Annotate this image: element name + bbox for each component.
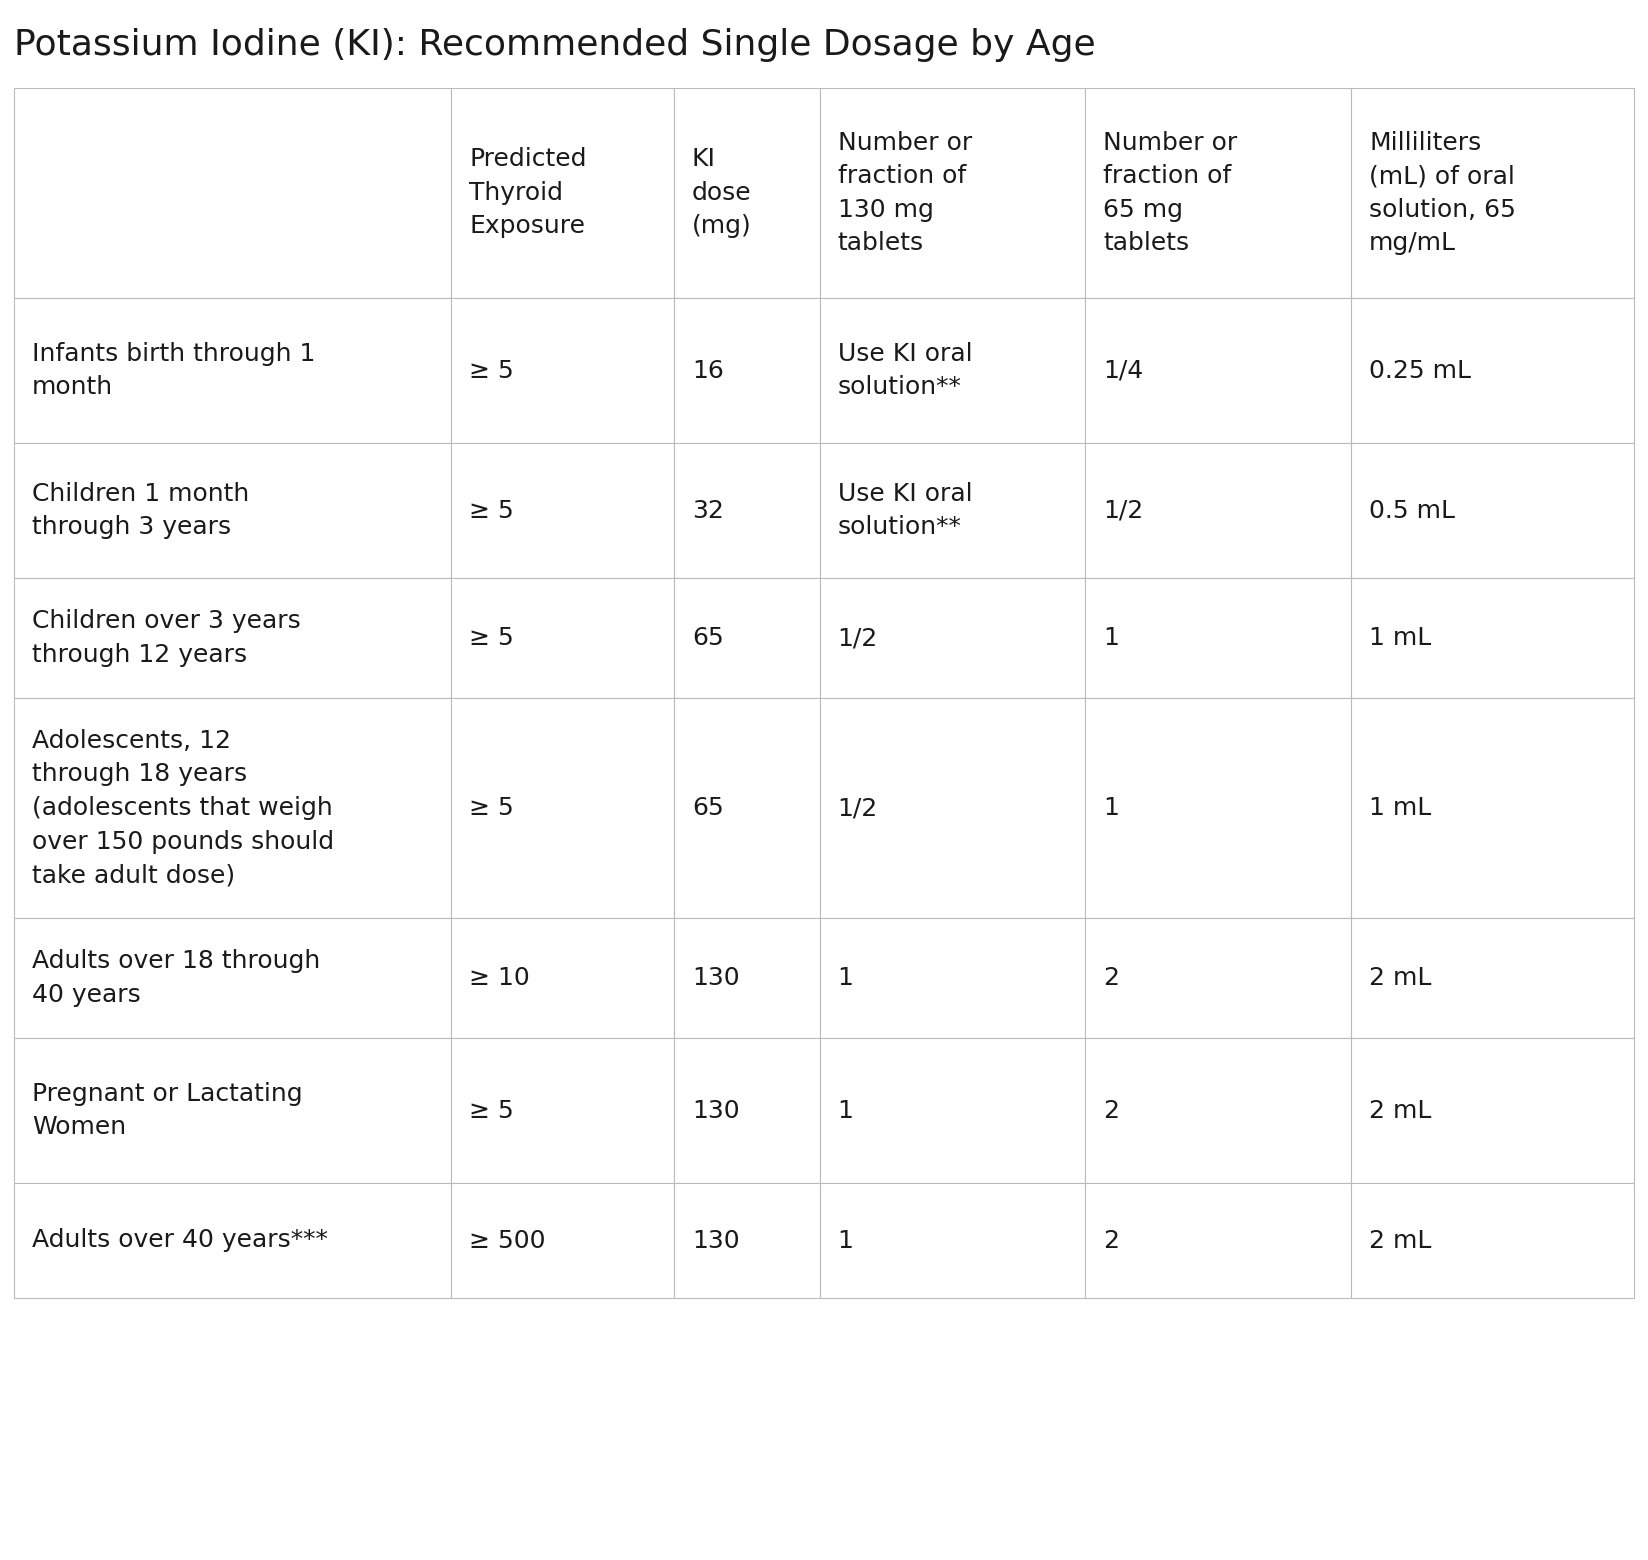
Text: Adolescents, 12
through 18 years
(adolescents that weigh
over 150 pounds should
: Adolescents, 12 through 18 years (adoles…: [31, 729, 335, 888]
Text: KI
dose
(mg): KI dose (mg): [692, 148, 751, 239]
Text: 1 mL: 1 mL: [1369, 796, 1432, 821]
Text: 1: 1: [837, 966, 854, 991]
Text: ≥ 5: ≥ 5: [470, 359, 514, 382]
Bar: [1086, 443, 1351, 579]
Text: Pregnant or Lactating
Women: Pregnant or Lactating Women: [31, 1081, 303, 1139]
Text: ≥ 5: ≥ 5: [470, 499, 514, 523]
Bar: [819, 443, 1086, 579]
Bar: [819, 298, 1086, 443]
Bar: [674, 1182, 819, 1298]
Text: 1: 1: [1104, 796, 1119, 821]
Text: 130: 130: [692, 966, 740, 991]
Bar: [13, 443, 452, 579]
Bar: [13, 579, 452, 697]
Text: 1 mL: 1 mL: [1369, 626, 1432, 651]
Text: Use KI oral
solution**: Use KI oral solution**: [837, 482, 972, 540]
Text: 16: 16: [692, 359, 723, 382]
Text: 1: 1: [1104, 626, 1119, 651]
Bar: [1351, 1037, 1635, 1182]
Text: Number or
fraction of
65 mg
tablets: Number or fraction of 65 mg tablets: [1104, 131, 1238, 256]
Text: Predicted
Thyroid
Exposure: Predicted Thyroid Exposure: [470, 148, 587, 239]
Bar: [1086, 1037, 1351, 1182]
Text: 65: 65: [692, 796, 723, 821]
Text: 2 mL: 2 mL: [1369, 1229, 1432, 1253]
Bar: [1351, 298, 1635, 443]
Text: 1/2: 1/2: [837, 796, 878, 821]
Bar: [819, 697, 1086, 917]
Bar: [13, 697, 452, 917]
Bar: [1351, 1182, 1635, 1298]
Text: 1: 1: [837, 1229, 854, 1253]
Text: 2: 2: [1104, 1229, 1119, 1253]
Bar: [1086, 87, 1351, 298]
Text: Infants birth through 1
month: Infants birth through 1 month: [31, 342, 315, 399]
Text: ≥ 5: ≥ 5: [470, 626, 514, 651]
Text: Adults over 40 years***: Adults over 40 years***: [31, 1229, 328, 1253]
Bar: [13, 298, 452, 443]
Text: 1: 1: [837, 1098, 854, 1123]
Text: 1/2: 1/2: [1104, 499, 1144, 523]
Text: 65: 65: [692, 626, 723, 651]
Text: 32: 32: [692, 499, 723, 523]
Text: 1/2: 1/2: [837, 626, 878, 651]
Bar: [452, 1182, 674, 1298]
Text: Number or
fraction of
130 mg
tablets: Number or fraction of 130 mg tablets: [837, 131, 972, 256]
Bar: [819, 87, 1086, 298]
Bar: [452, 917, 674, 1037]
Text: Children 1 month
through 3 years: Children 1 month through 3 years: [31, 482, 249, 540]
Bar: [452, 697, 674, 917]
Bar: [13, 1037, 452, 1182]
Bar: [452, 87, 674, 298]
Text: 1/4: 1/4: [1104, 359, 1144, 382]
Bar: [1351, 697, 1635, 917]
Bar: [1086, 1182, 1351, 1298]
Bar: [819, 1037, 1086, 1182]
Text: ≥ 5: ≥ 5: [470, 1098, 514, 1123]
Bar: [1351, 443, 1635, 579]
Bar: [674, 87, 819, 298]
Text: Milliliters
(mL) of oral
solution, 65
mg/mL: Milliliters (mL) of oral solution, 65 mg…: [1369, 131, 1516, 256]
Text: ≥ 10: ≥ 10: [470, 966, 531, 991]
Text: Children over 3 years
through 12 years: Children over 3 years through 12 years: [31, 610, 300, 666]
Text: 0.25 mL: 0.25 mL: [1369, 359, 1472, 382]
Bar: [1351, 579, 1635, 697]
Bar: [819, 1182, 1086, 1298]
Bar: [1351, 917, 1635, 1037]
Bar: [674, 443, 819, 579]
Bar: [674, 298, 819, 443]
Bar: [674, 1037, 819, 1182]
Bar: [674, 697, 819, 917]
Bar: [13, 917, 452, 1037]
Bar: [13, 1182, 452, 1298]
Bar: [452, 298, 674, 443]
Text: 2 mL: 2 mL: [1369, 1098, 1432, 1123]
Bar: [674, 579, 819, 697]
Bar: [819, 579, 1086, 697]
Text: 2 mL: 2 mL: [1369, 966, 1432, 991]
Bar: [1086, 697, 1351, 917]
Text: Potassium Iodine (KI): Recommended Single Dosage by Age: Potassium Iodine (KI): Recommended Singl…: [13, 28, 1096, 62]
Text: ≥ 5: ≥ 5: [470, 796, 514, 821]
Text: Use KI oral
solution**: Use KI oral solution**: [837, 342, 972, 399]
Bar: [13, 87, 452, 298]
Bar: [452, 579, 674, 697]
Bar: [1086, 298, 1351, 443]
Text: 130: 130: [692, 1098, 740, 1123]
Bar: [1086, 579, 1351, 697]
Text: ≥ 500: ≥ 500: [470, 1229, 545, 1253]
Text: Adults over 18 through
40 years: Adults over 18 through 40 years: [31, 948, 320, 1006]
Bar: [819, 917, 1086, 1037]
Bar: [1086, 917, 1351, 1037]
Text: 2: 2: [1104, 1098, 1119, 1123]
Text: 130: 130: [692, 1229, 740, 1253]
Bar: [452, 443, 674, 579]
Text: 2: 2: [1104, 966, 1119, 991]
Text: 0.5 mL: 0.5 mL: [1369, 499, 1455, 523]
Bar: [452, 1037, 674, 1182]
Bar: [674, 917, 819, 1037]
Bar: [1351, 87, 1635, 298]
